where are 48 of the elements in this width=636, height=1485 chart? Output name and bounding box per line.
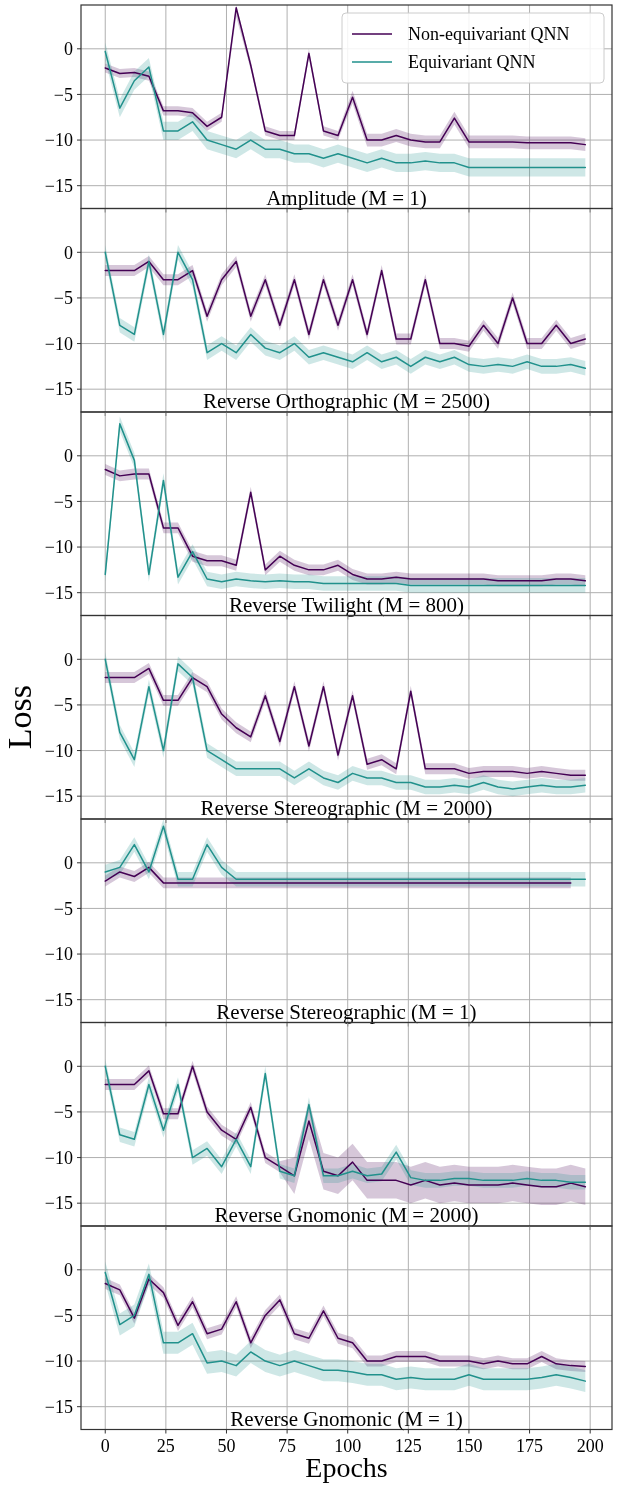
y-tick-label: 0 [64, 853, 73, 874]
x-tick-label: 50 [217, 1435, 236, 1456]
text: Reverse Stereographic (M = 2000) [200, 796, 493, 820]
text: Reverse Gnomonic (M = 1) [230, 1406, 463, 1431]
x-tick-label: 200 [576, 1435, 604, 1456]
y-tick-label: −5 [53, 491, 73, 512]
y-tick-label: −15 [44, 1396, 73, 1417]
y-tick-label: 0 [64, 39, 73, 60]
y-tick-label: −10 [44, 537, 73, 558]
x-tick-label: 25 [156, 1435, 175, 1456]
text: Reverse Orthographic (M = 2500) [202, 389, 491, 413]
y-tick-label: 0 [64, 1056, 73, 1077]
line-series [104, 825, 587, 880]
y-tick-label: −5 [53, 898, 73, 919]
y-tick-label: −10 [44, 740, 73, 761]
text: Reverse Gnomonic (M = 2000) [214, 1203, 479, 1227]
y-tick-label: −10 [44, 130, 73, 151]
y-tick-label: −15 [44, 989, 73, 1010]
y-tick-label: −15 [44, 175, 73, 196]
y-tick-label: −15 [44, 1193, 73, 1214]
x-tick-label: 0 [100, 1435, 110, 1456]
line-series [104, 866, 572, 884]
y-tick-label: 0 [64, 1260, 73, 1281]
y-tick-label: 0 [64, 649, 73, 670]
y-tick-label: 0 [64, 446, 73, 467]
text: Reverse Twilight (M = 800) [228, 592, 465, 617]
y-tick-label: −10 [44, 1147, 73, 1168]
y-tick-label: −15 [44, 582, 73, 603]
text: Reverse Stereographic (M = 1) [216, 999, 477, 1024]
y-tick-label: −15 [44, 379, 73, 400]
legend-label: Non-equivariant QNN [408, 24, 570, 44]
y-tick-label: −15 [44, 786, 73, 807]
y-tick-label: −5 [53, 695, 73, 716]
y-tick-label: −5 [53, 1305, 73, 1326]
x-tick-label: 75 [278, 1435, 297, 1456]
x-tick-label: 150 [455, 1435, 483, 1456]
y-tick-label: 0 [64, 242, 73, 263]
text: Amplitude (M = 1) [266, 185, 427, 210]
y-tick-label: −5 [53, 1102, 73, 1123]
legend-label: Equivariant QNN [408, 52, 536, 72]
y-tick-label: −10 [44, 1351, 73, 1372]
y-tick-label: −10 [44, 333, 73, 354]
y-tick-label: −10 [44, 944, 73, 965]
y-tick-label: −5 [53, 288, 73, 309]
y-axis-title: Loss [1, 685, 38, 750]
y-tick-label: −5 [53, 84, 73, 105]
x-tick-label: 125 [394, 1435, 422, 1456]
x-tick-label: 175 [516, 1435, 544, 1456]
